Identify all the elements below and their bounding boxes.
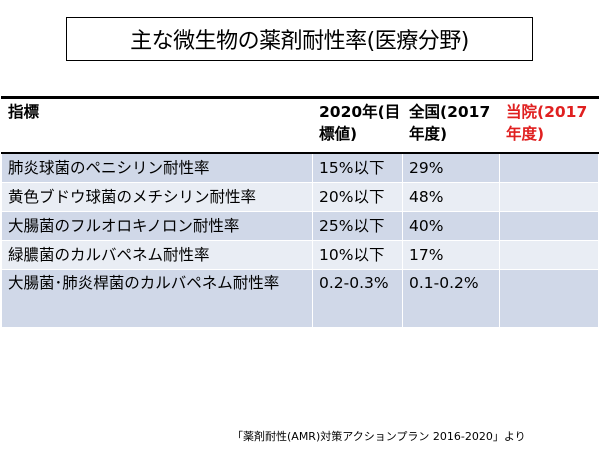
page-title: 主な微生物の薬剤耐性率(医療分野) (66, 17, 533, 61)
header-national-2017: 全国(2017年度) (402, 96, 500, 154)
row-target-2020: 20%以下 (312, 182, 403, 212)
row-target-2020: 15%以下 (312, 152, 403, 183)
row-national-2017: 17% (402, 240, 500, 270)
row-national-2017: 48% (402, 182, 500, 212)
row-hospital-2017 (499, 240, 599, 270)
row-hospital-2017 (499, 269, 599, 328)
row-national-2017: 29% (402, 152, 500, 183)
amr-resistance-table: 指標 2020年(目標値) 全国(2017年度) 当院(2017年度) 肺炎球菌… (1, 96, 599, 328)
row-target-2020: 10%以下 (312, 240, 403, 270)
row-indicator: 大腸菌のフルオロキノロン耐性率 (1, 211, 313, 241)
table-row: 黄色ブドウ球菌のメチシリン耐性率 20%以下 48% (1, 182, 599, 212)
header-hospital-2017: 当院(2017年度) (499, 96, 599, 154)
table-row: 大腸菌のフルオロキノロン耐性率 25%以下 40% (1, 211, 599, 241)
row-indicator: 黄色ブドウ球菌のメチシリン耐性率 (1, 182, 313, 212)
row-indicator: 緑膿菌のカルバペネム耐性率 (1, 240, 313, 270)
row-hospital-2017 (499, 211, 599, 241)
row-indicator: 肺炎球菌のペニシリン耐性率 (1, 152, 313, 183)
header-indicator: 指標 (1, 96, 313, 154)
row-hospital-2017 (499, 152, 599, 183)
header-target-2020: 2020年(目標値) (312, 96, 403, 154)
table-row: 肺炎球菌のペニシリン耐性率 15%以下 29% (1, 152, 599, 183)
row-national-2017: 40% (402, 211, 500, 241)
row-hospital-2017 (499, 182, 599, 212)
row-indicator: 大腸菌･肺炎桿菌のカルバペネム耐性率 (1, 269, 313, 328)
row-target-2020: 0.2-0.3% (312, 269, 403, 328)
table-row: 大腸菌･肺炎桿菌のカルバペネム耐性率 0.2-0.3% 0.1-0.2% (1, 269, 599, 328)
table-row: 緑膿菌のカルバペネム耐性率 10%以下 17% (1, 240, 599, 270)
row-target-2020: 25%以下 (312, 211, 403, 241)
source-note: 「薬剤耐性(AMR)対策アクションプラン 2016-2020」より (232, 430, 526, 443)
row-national-2017: 0.1-0.2% (402, 269, 500, 328)
table-header-row: 指標 2020年(目標値) 全国(2017年度) 当院(2017年度) (1, 96, 599, 154)
